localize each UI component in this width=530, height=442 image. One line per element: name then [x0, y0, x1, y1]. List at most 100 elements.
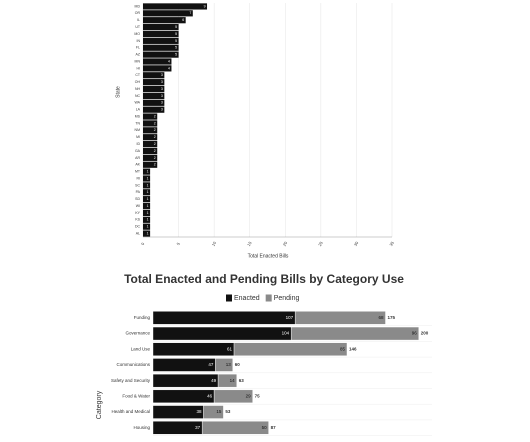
value-label: 38: [196, 409, 202, 414]
value-label: 1: [147, 211, 149, 215]
y-tick-label: Food & Water: [122, 394, 150, 399]
total-label: 53: [225, 409, 231, 414]
y-tick-label: MN: [135, 59, 141, 63]
bar: [143, 127, 158, 134]
y-tick-label: Communications: [116, 362, 150, 367]
bar: [143, 202, 151, 210]
bar: [143, 37, 179, 44]
value-label: 3: [161, 87, 163, 91]
y-tick-label: Land Use: [131, 346, 151, 351]
y-tick-label: NM: [135, 128, 141, 132]
value-label: 46: [207, 394, 213, 399]
y-tick-label: AZ: [136, 53, 141, 57]
bar-segment: [233, 342, 348, 356]
y-tick-label: KS: [135, 218, 140, 222]
y-tick-label: OR: [135, 11, 141, 15]
value-label: 14: [230, 378, 236, 383]
value-label: 3: [161, 73, 163, 77]
bar: [143, 147, 158, 155]
value-label: 2: [154, 121, 156, 125]
y-axis-title: Category: [96, 390, 103, 419]
x-tick-label: 15: [246, 240, 253, 247]
bar-segment: [152, 342, 235, 356]
bar: [143, 113, 158, 120]
value-label: 2: [154, 149, 156, 153]
y-tick-label: SC: [135, 183, 140, 187]
bar: [143, 79, 165, 86]
bar-segment: [152, 326, 292, 341]
bar-segment: [294, 311, 386, 325]
bar: [143, 92, 165, 100]
y-tick-label: Funding: [134, 315, 151, 320]
x-tick-label: 0: [140, 241, 146, 246]
value-label: 9: [204, 4, 206, 8]
value-label: 61: [227, 346, 233, 351]
x-tick-label: 5: [175, 241, 181, 246]
bar: [143, 196, 151, 203]
value-label: 5: [175, 53, 177, 57]
y-tick-label: NC: [135, 94, 141, 98]
y-tick-label: CT: [135, 73, 141, 77]
bar: [143, 175, 151, 182]
value-label: 1: [147, 204, 149, 208]
value-label: 107: [286, 315, 294, 320]
x-axis-title: Total Enacted Bills: [248, 253, 289, 259]
x-tick-label: 10: [210, 240, 217, 247]
y-tick-label: Health and Medical: [111, 409, 150, 414]
bar-segment: [152, 373, 219, 388]
value-label: 2: [154, 163, 156, 167]
bar-segment: [215, 358, 233, 372]
value-label: 49: [211, 378, 217, 383]
value-label: 1: [147, 183, 149, 187]
bar: [143, 216, 151, 223]
value-label: 7: [189, 11, 191, 15]
bar: [143, 51, 179, 58]
value-label: 2: [154, 114, 156, 118]
y-tick-label: IN: [137, 39, 141, 43]
bar-segment: [152, 358, 216, 372]
y-tick-label: PA: [136, 190, 141, 194]
y-tick-label: AK: [135, 163, 140, 167]
value-label: 50: [262, 425, 268, 430]
y-tick-label: FL: [136, 46, 140, 50]
bar: [143, 10, 193, 17]
value-label: 1: [147, 218, 149, 222]
y-tick-label: OH: [135, 80, 141, 84]
value-label: 96: [412, 331, 418, 336]
bar: [143, 134, 158, 141]
bar: [143, 72, 165, 79]
legend-label: Pending: [274, 295, 300, 302]
value-label: 37: [195, 425, 201, 430]
value-label: 104: [282, 331, 290, 336]
bar: [143, 230, 151, 237]
bar: [143, 30, 179, 38]
bar: [143, 120, 158, 127]
bar: [143, 58, 172, 65]
bar: [143, 182, 151, 189]
bar-segment: [203, 405, 224, 419]
value-label: 85: [340, 346, 346, 351]
y-tick-label: MS: [135, 114, 141, 118]
value-label: 3: [161, 94, 163, 98]
total-label: 63: [239, 378, 245, 383]
y-tick-label: Housing: [133, 425, 150, 430]
chart-title: Total Enacted and Pending Bills by Categ…: [124, 272, 404, 286]
value-label: 5: [175, 25, 177, 29]
bar: [143, 209, 151, 217]
bar-segment: [217, 373, 237, 388]
bar: [143, 44, 179, 51]
value-label: 29: [246, 394, 252, 399]
value-label: 15: [216, 409, 222, 414]
bar: [143, 168, 151, 175]
y-tick-label: SD: [135, 197, 140, 201]
legend-label: Enacted: [234, 295, 260, 302]
total-label: 146: [349, 346, 357, 351]
value-label: 1: [147, 197, 149, 201]
y-tick-label: WA: [134, 101, 140, 105]
y-tick-label: MD: [135, 4, 141, 8]
value-label: 68: [378, 315, 384, 320]
value-label: 4: [168, 59, 170, 63]
y-tick-label: TN: [135, 121, 140, 125]
value-label: 1: [147, 176, 149, 180]
value-label: 3: [161, 108, 163, 112]
